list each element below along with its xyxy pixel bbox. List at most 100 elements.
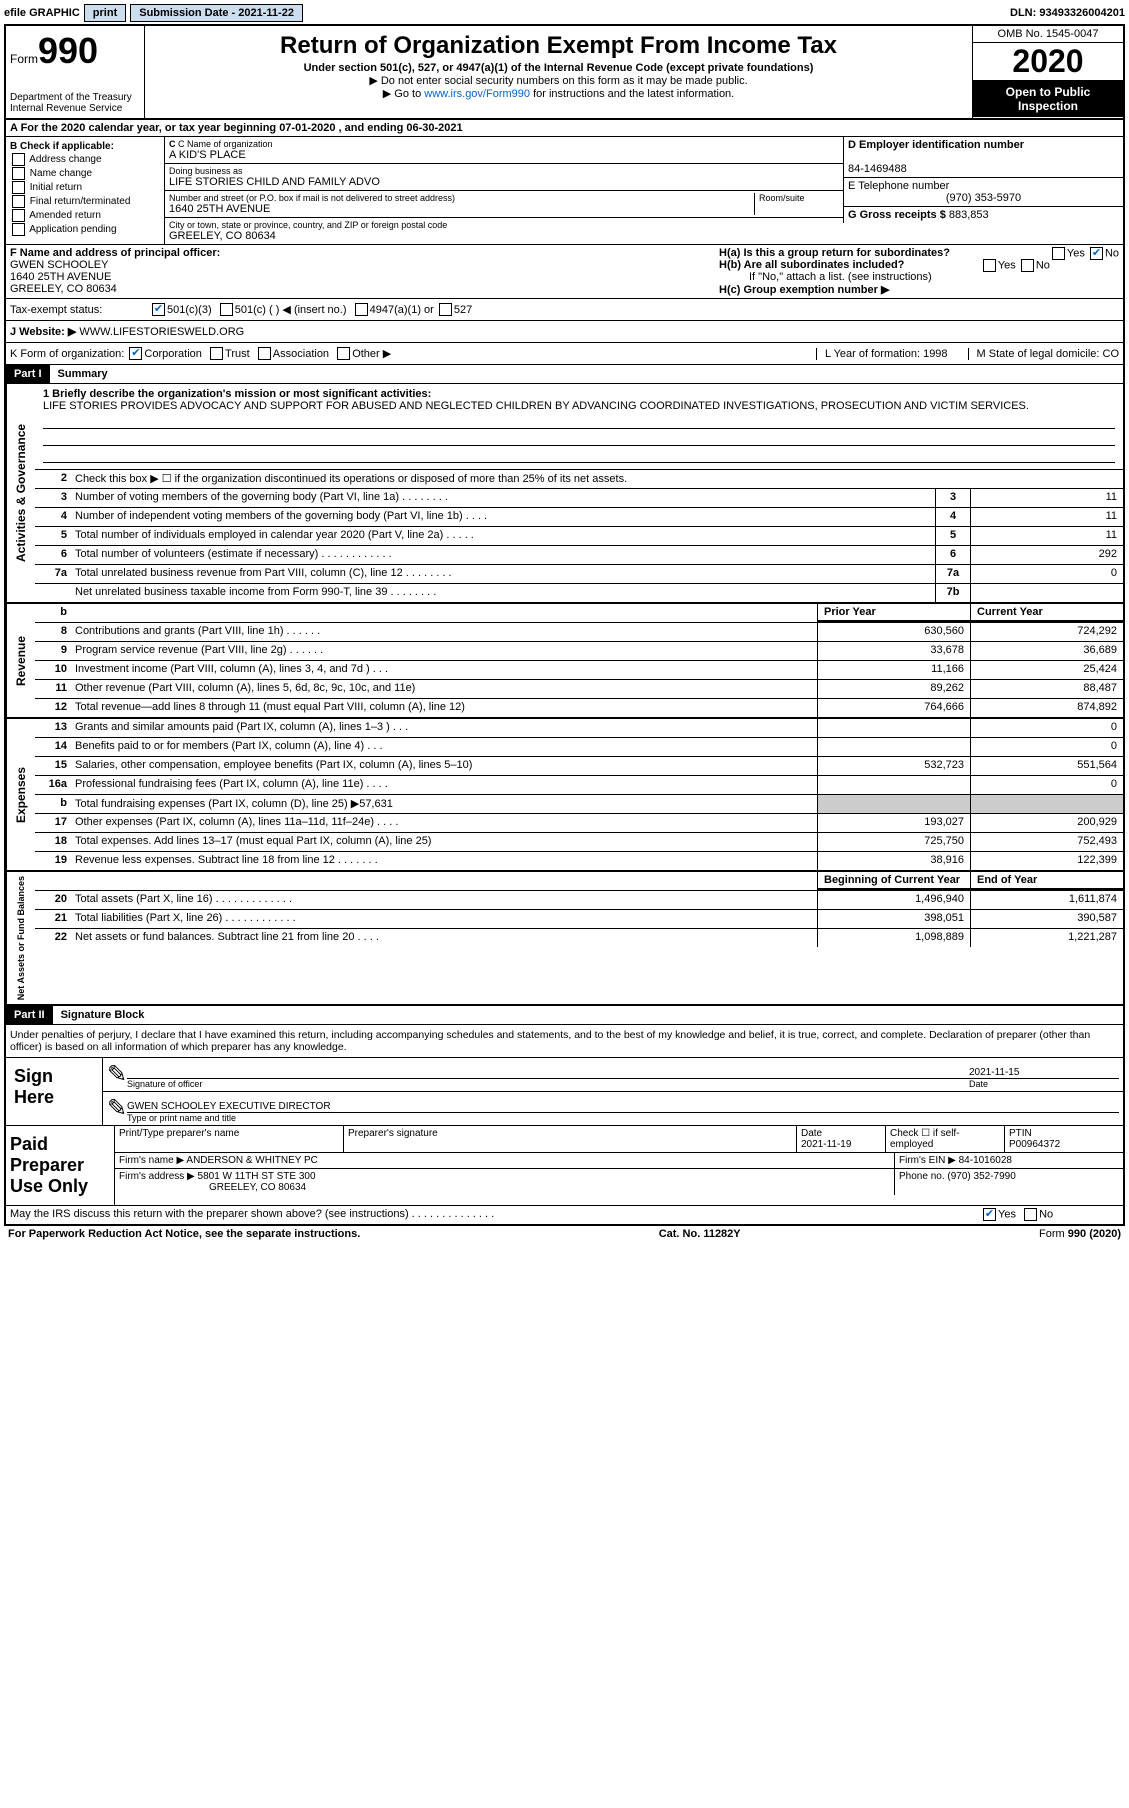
summary-expenses: Expenses 13Grants and similar amounts pa… (6, 719, 1123, 872)
table-row: 18Total expenses. Add lines 13–17 (must … (35, 832, 1123, 851)
mission-block: 1 Briefly describe the organization's mi… (35, 384, 1123, 469)
year-formation: L Year of formation: 1998 (816, 348, 948, 360)
paid-preparer-block: Paid Preparer Use Only Print/Type prepar… (6, 1125, 1123, 1205)
form-subtitle: Under section 501(c), 527, or 4947(a)(1)… (149, 62, 968, 74)
box-h: H(a) Is this a group return for subordin… (715, 245, 1123, 298)
side-governance: Activities & Governance (6, 384, 35, 602)
row-k: K Form of organization: Corporation Trus… (6, 343, 1123, 365)
table-row: 9Program service revenue (Part VIII, lin… (35, 641, 1123, 660)
summary-net: Net Assets or Fund Balances Beginning of… (6, 872, 1123, 1006)
table-row: Net unrelated business taxable income fr… (35, 583, 1123, 602)
cb-discuss-no[interactable] (1024, 1208, 1037, 1221)
box-deg: D Employer identification number84-14694… (843, 137, 1123, 244)
ein: 84-1469488 (848, 163, 907, 175)
summary-governance: Activities & Governance 1 Briefly descri… (6, 384, 1123, 604)
mission-text: LIFE STORIES PROVIDES ADVOCACY AND SUPPO… (43, 400, 1029, 412)
table-row: 7aTotal unrelated business revenue from … (35, 564, 1123, 583)
table-row: 4Number of independent voting members of… (35, 507, 1123, 526)
row-a-tax-year: A For the 2020 calendar year, or tax yea… (6, 120, 1123, 137)
table-row: 10Investment income (Part VIII, column (… (35, 660, 1123, 679)
cb-pending[interactable]: Application pending (10, 223, 160, 236)
pen-icon: ✎ (107, 1060, 127, 1089)
table-row: 15Salaries, other compensation, employee… (35, 756, 1123, 775)
city-state-zip: GREELEY, CO 80634 (169, 230, 839, 242)
table-row: 14Benefits paid to or for members (Part … (35, 737, 1123, 756)
side-net: Net Assets or Fund Balances (6, 872, 35, 1004)
table-row: 11Other revenue (Part VIII, column (A), … (35, 679, 1123, 698)
state-domicile: M State of legal domicile: CO (968, 348, 1119, 360)
discuss-row: May the IRS discuss this return with the… (6, 1205, 1123, 1224)
page-footer: For Paperwork Reduction Act Notice, see … (4, 1226, 1125, 1242)
tax-exempt-row: Tax-exempt status: 501(c)(3) 501(c) ( ) … (6, 299, 1123, 321)
form-title: Return of Organization Exempt From Incom… (149, 32, 968, 60)
table-row: 13Grants and similar amounts paid (Part … (35, 719, 1123, 737)
website: WWW.LIFESTORIESWELD.ORG (79, 326, 244, 338)
cb-527[interactable] (439, 303, 452, 316)
firm-name: ANDERSON & WHITNEY PC (186, 1155, 318, 1166)
row-j-website: J Website: ▶ WWW.LIFESTORIESWELD.ORG (6, 321, 1123, 343)
table-row: 3Number of voting members of the governi… (35, 488, 1123, 507)
table-row: 12Total revenue—add lines 8 through 11 (… (35, 698, 1123, 717)
table-row: 21Total liabilities (Part X, line 26) . … (35, 909, 1123, 928)
open-public-badge: Open to Public Inspection (973, 81, 1123, 117)
side-expenses: Expenses (6, 719, 35, 870)
cb-corp[interactable] (129, 347, 142, 360)
cb-name-change[interactable]: Name change (10, 167, 160, 180)
cb-final-return[interactable]: Final return/terminated (10, 195, 160, 208)
firm-ein: 84-1016028 (959, 1155, 1012, 1166)
table-row: 20Total assets (Part X, line 16) . . . .… (35, 890, 1123, 909)
submission-date-button[interactable]: Submission Date - 2021-11-22 (130, 4, 303, 22)
header-right: OMB No. 1545-0047 2020 Open to Public In… (972, 26, 1123, 118)
table-row: 17Other expenses (Part IX, column (A), l… (35, 813, 1123, 832)
dln-label: DLN: 93493326004201 (1010, 7, 1125, 19)
cb-501c[interactable] (220, 303, 233, 316)
table-row: 8Contributions and grants (Part VIII, li… (35, 622, 1123, 641)
box-b: B Check if applicable: Address change Na… (6, 137, 165, 244)
firm-phone: (970) 352-7990 (947, 1171, 1015, 1182)
pen-icon: ✎ (107, 1094, 127, 1123)
box-c: C C Name of organizationA KID'S PLACE Do… (165, 137, 843, 244)
table-row: 6Total number of volunteers (estimate if… (35, 545, 1123, 564)
officer-name: GWEN SCHOOLEY EXECUTIVE DIRECTOR (127, 1101, 1119, 1112)
declaration-text: Under penalties of perjury, I declare th… (6, 1025, 1123, 1057)
note-ssn: ▶ Do not enter social security numbers o… (149, 74, 968, 87)
street-address: 1640 25TH AVENUE (169, 203, 754, 215)
tax-year: 2020 (973, 43, 1123, 81)
paid-preparer-label: Paid Preparer Use Only (6, 1126, 115, 1205)
cb-initial-return[interactable]: Initial return (10, 181, 160, 194)
header-left: Form990 Department of the Treasury Inter… (6, 26, 145, 118)
org-name: A KID'S PLACE (169, 149, 839, 161)
cb-discuss-yes[interactable] (983, 1208, 996, 1221)
row-fh: F Name and address of principal officer:… (6, 245, 1123, 299)
header-middle: Return of Organization Exempt From Incom… (145, 26, 972, 118)
table-row: 16aProfessional fundraising fees (Part I… (35, 775, 1123, 794)
sign-here-label: Sign Here (6, 1058, 103, 1125)
irs-link[interactable]: www.irs.gov/Form990 (424, 88, 530, 100)
section-bcd: B Check if applicable: Address change Na… (6, 137, 1123, 245)
omb-number: OMB No. 1545-0047 (973, 26, 1123, 43)
phone: (970) 353-5970 (848, 192, 1119, 204)
cb-amended[interactable]: Amended return (10, 209, 160, 222)
note-link: ▶ Go to www.irs.gov/Form990 for instruct… (149, 87, 968, 100)
table-row: 22Net assets or fund balances. Subtract … (35, 928, 1123, 947)
table-row: 19Revenue less expenses. Subtract line 1… (35, 851, 1123, 870)
sign-here-block: Sign Here ✎ Signature of officer 2021-11… (6, 1057, 1123, 1125)
cb-address-change[interactable]: Address change (10, 153, 160, 166)
summary-revenue: Revenue bPrior YearCurrent Year 8Contrib… (6, 604, 1123, 719)
form-container: Form990 Department of the Treasury Inter… (4, 24, 1125, 1226)
gross-receipts: 883,853 (949, 209, 989, 221)
table-row: 5Total number of individuals employed in… (35, 526, 1123, 545)
box-f: F Name and address of principal officer:… (6, 245, 715, 298)
cb-other[interactable] (337, 347, 350, 360)
part2-header-row: Part II Signature Block (6, 1006, 1123, 1025)
side-revenue: Revenue (6, 604, 35, 717)
cb-assoc[interactable] (258, 347, 271, 360)
cb-501c3[interactable] (152, 303, 165, 316)
part1-header-row: Part I Summary (6, 365, 1123, 384)
cb-4947[interactable] (355, 303, 368, 316)
dept-label: Department of the Treasury Internal Reve… (10, 92, 140, 114)
cb-trust[interactable] (210, 347, 223, 360)
print-button[interactable]: print (84, 4, 126, 22)
ptin: P00964372 (1009, 1139, 1060, 1150)
table-row: bTotal fundraising expenses (Part IX, co… (35, 794, 1123, 813)
